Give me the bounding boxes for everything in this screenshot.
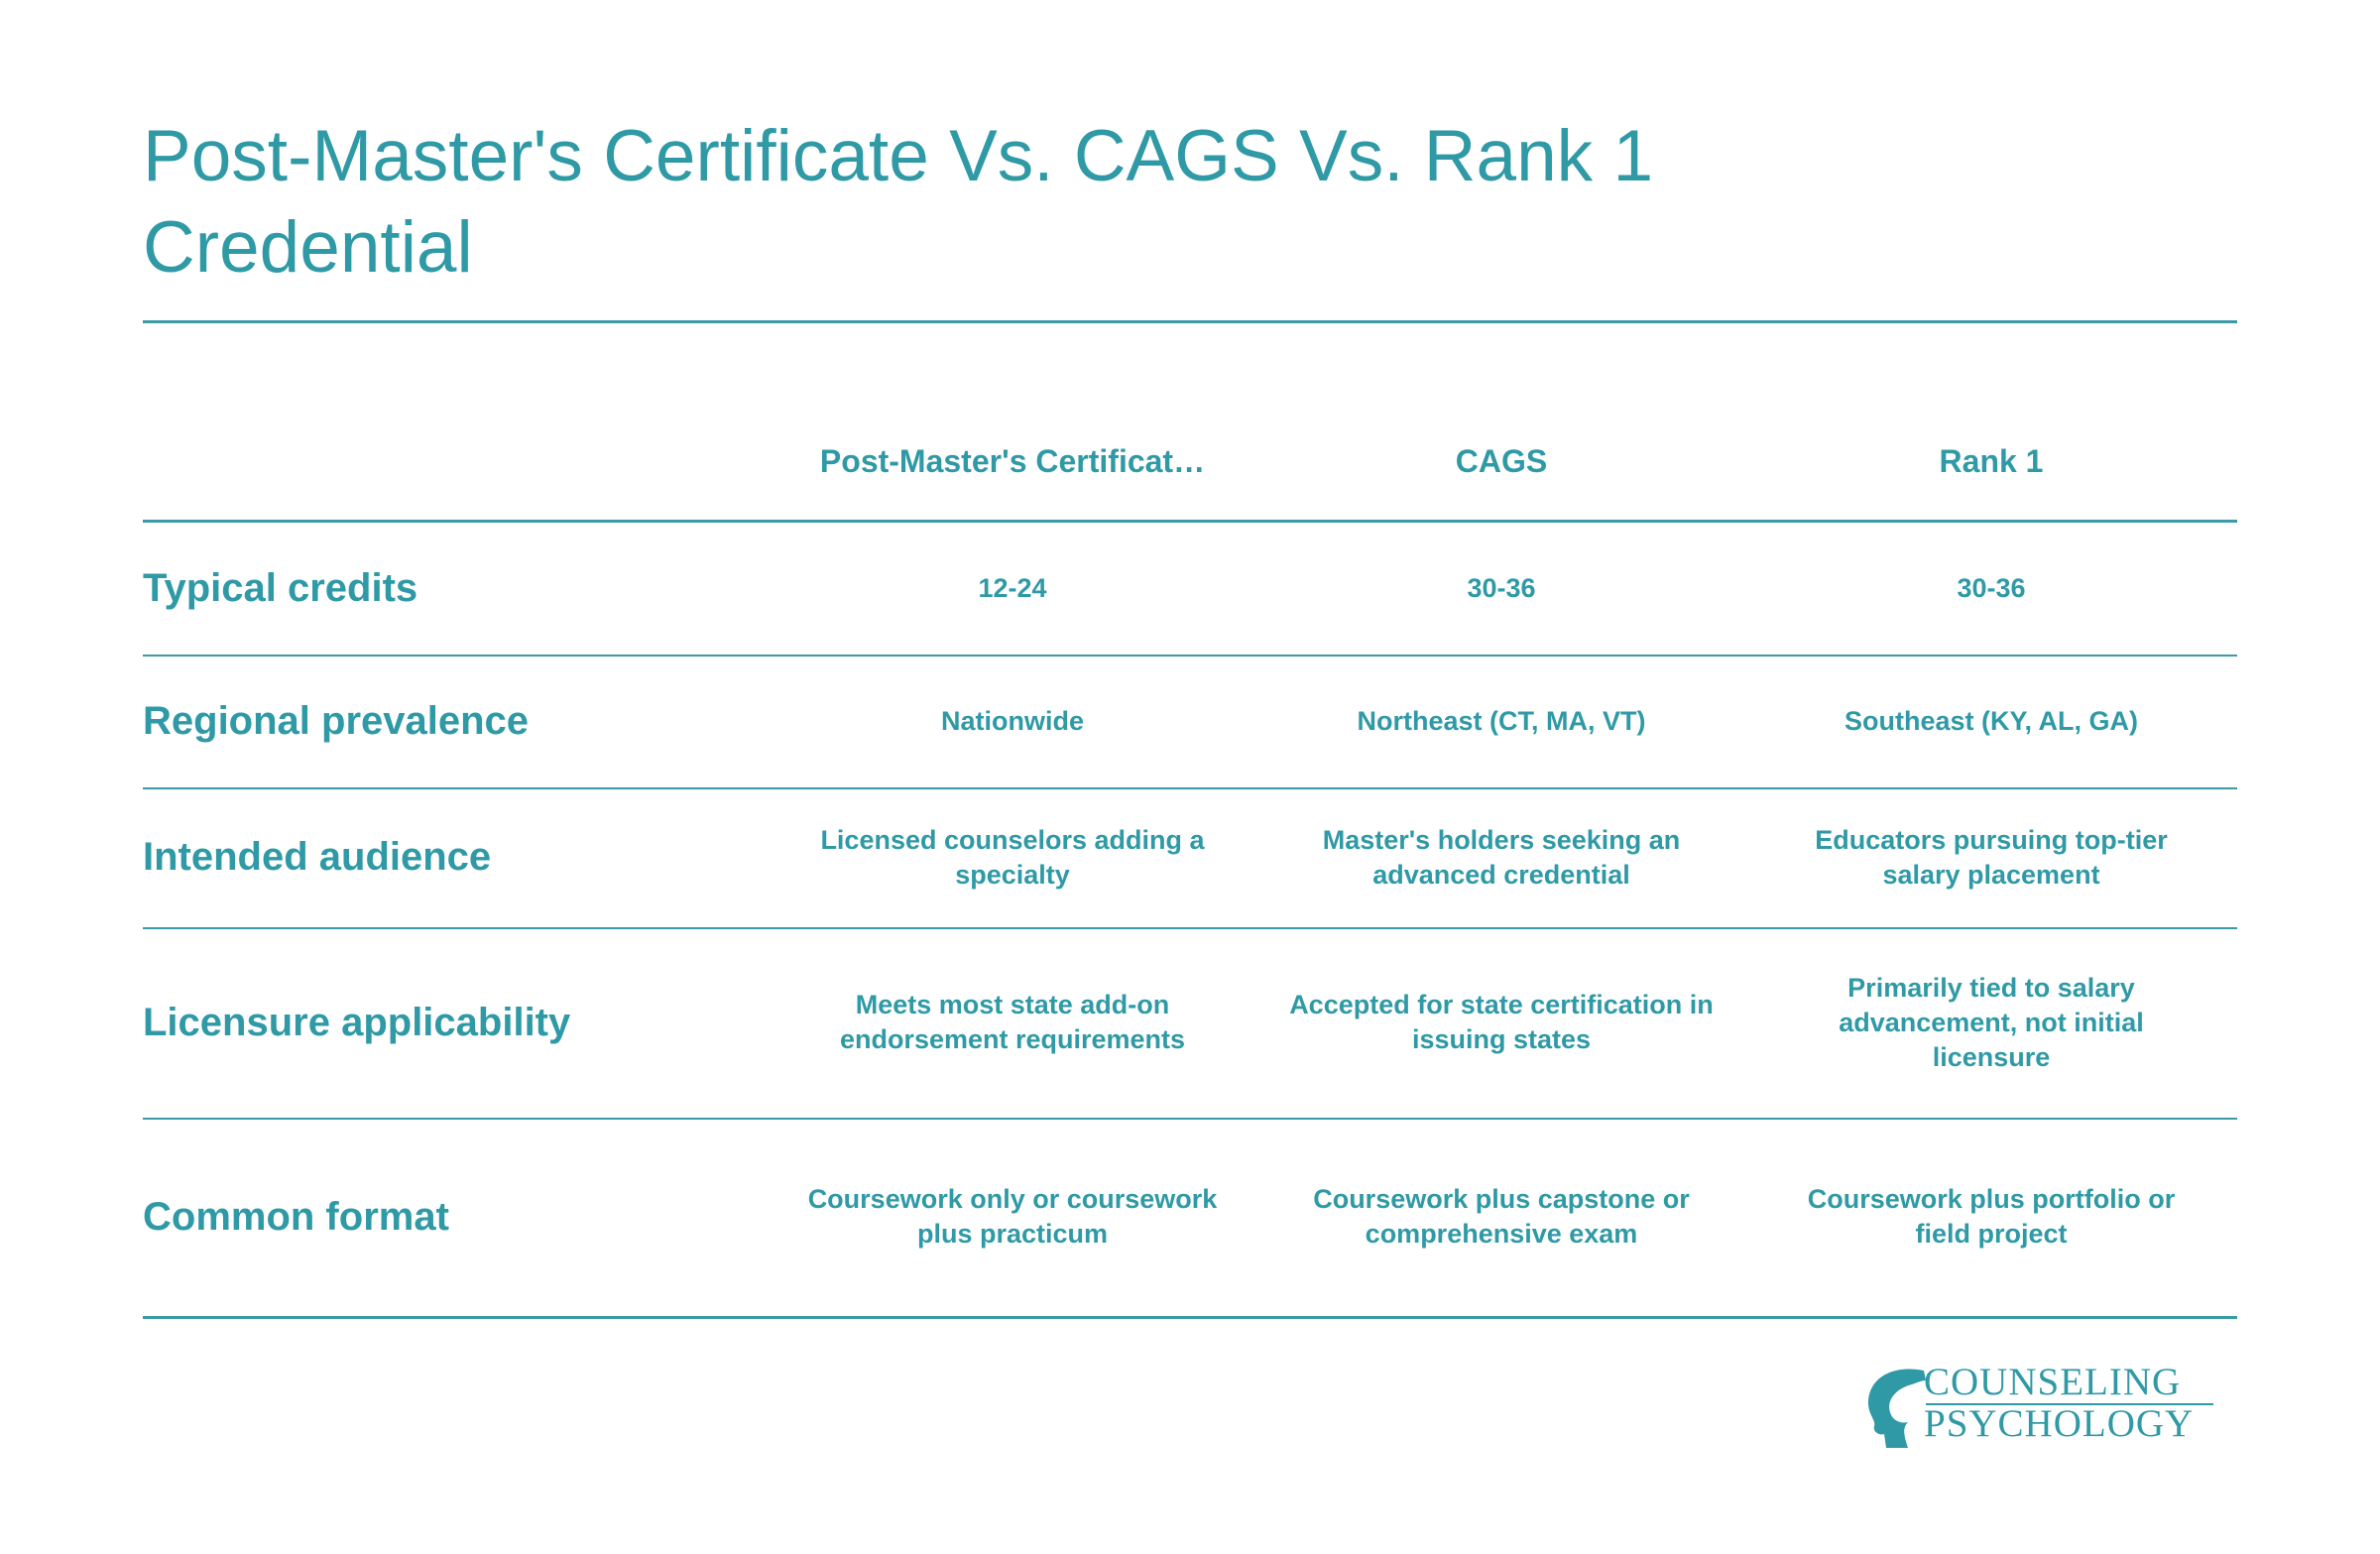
table-cell: Educators pursuing top-tier salary place… (1815, 824, 2168, 890)
page-title: Post-Master's Certificate Vs. CAGS Vs. R… (143, 116, 1654, 288)
row-rule (143, 655, 2237, 657)
row-rule (143, 927, 2237, 929)
logo-line: COUNSELING (1924, 1361, 2182, 1403)
row-label: Intended audience (143, 835, 492, 879)
row-label: Licensure applicability (143, 1000, 571, 1044)
row-rule (143, 1118, 2237, 1120)
table-cell: Licensed counselors adding a specialty (820, 824, 1205, 890)
table-cell: Accepted for state certification in issu… (1289, 990, 1714, 1054)
table-cell: Coursework plus capstone or comprehensiv… (1313, 1184, 1690, 1249)
row-label: Regional prevalence (143, 698, 530, 743)
row-label: Common format (143, 1194, 449, 1239)
logo: COUNSELING PSYCHOLOGY (1864, 1357, 2221, 1456)
title-rule (143, 320, 2237, 323)
table-cell: 30-36 (1467, 572, 1536, 603)
logo-icon (1867, 1369, 1926, 1448)
column-header: Post-Master's Certificat… (819, 442, 1206, 479)
table-cell: Meets most state add-on endorsement requ… (839, 990, 1186, 1054)
table-cell: Coursework only or coursework plus pract… (807, 1184, 1218, 1249)
column-header: CAGS (1455, 442, 1548, 479)
table-cell: Coursework plus portfolio or field proje… (1807, 1184, 2176, 1249)
table-cell: Northeast (CT, MA, VT) (1357, 705, 1646, 736)
table-cell: Nationwide (940, 705, 1084, 736)
table-cell: Master's holders seeking an advanced cre… (1322, 824, 1681, 890)
row-label: Typical credits (143, 565, 418, 610)
table-cell: Primarily tied to salary advancement, no… (1839, 972, 2144, 1072)
logo-divider (1926, 1403, 2213, 1405)
table-cell: 12-24 (978, 572, 1047, 603)
column-header: Rank 1 (1939, 442, 2044, 479)
header-rule (143, 520, 2237, 523)
logo-line: PSYCHOLOGY (1924, 1402, 2195, 1445)
table-cell: 30-36 (1957, 572, 2026, 603)
table-bottom-rule (143, 1316, 2237, 1319)
row-rule (143, 787, 2237, 789)
table-cell: Southeast (KY, AL, GA) (1844, 705, 2138, 736)
